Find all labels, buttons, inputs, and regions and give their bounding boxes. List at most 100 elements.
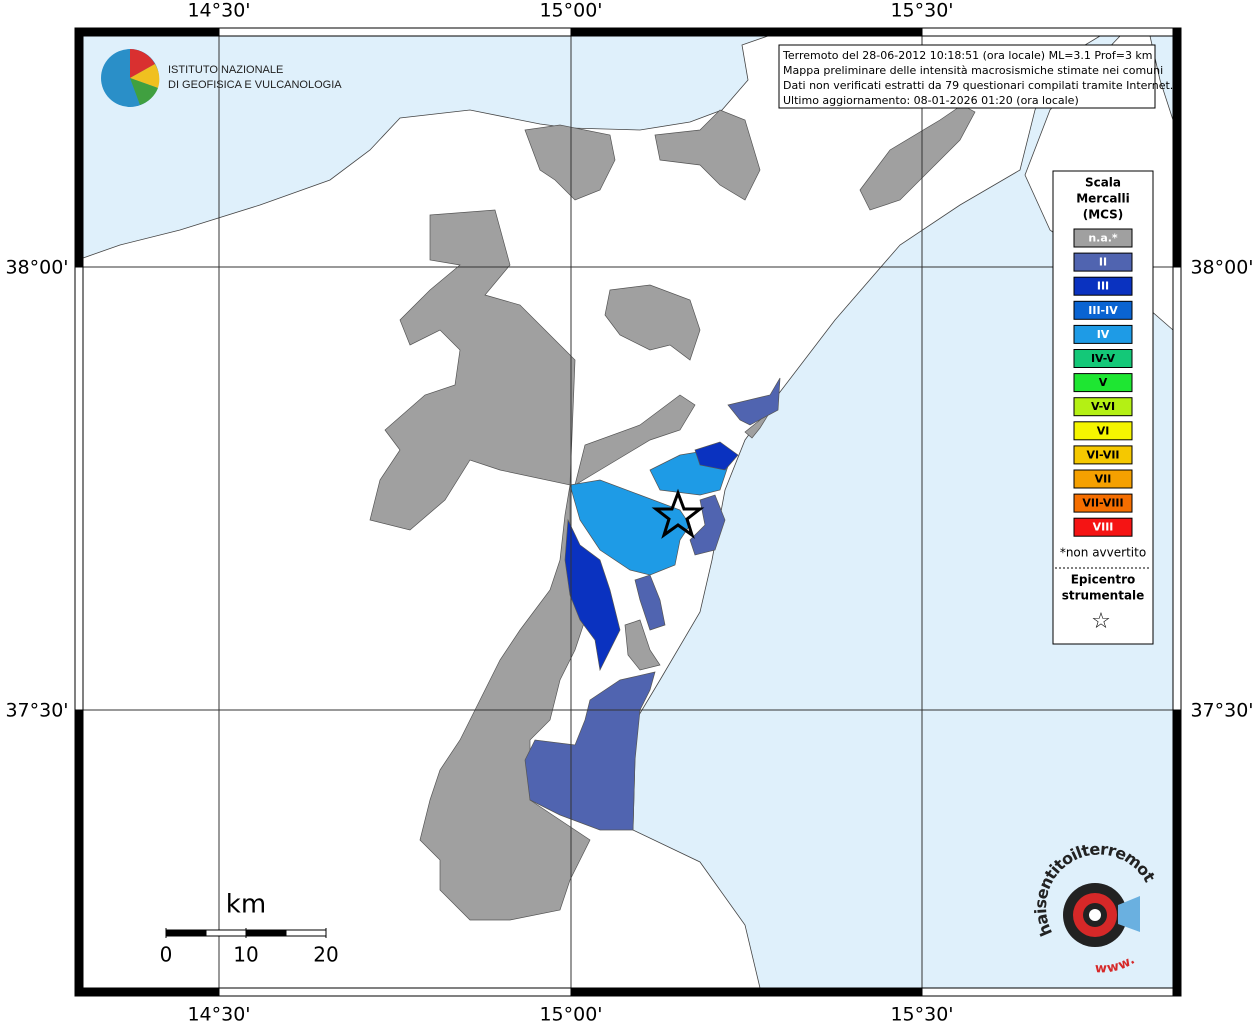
tyrrhenian-sea [82,35,769,259]
legend-swatch [1073,421,1133,441]
legend-label: VIII [1093,521,1114,534]
legend-swatch [1073,397,1133,417]
area [574,394,696,486]
scale-segment [245,929,287,937]
lon-label: 15°00' [539,1004,602,1025]
legend-swatch [1073,228,1133,248]
lon-label: 14°30' [187,1004,250,1025]
ingv-logo: ISTITUTO NAZIONALE DI GEOFISICA E VULCAN… [101,49,342,107]
info-box: Terremoto del 28-06-2012 10:18:51 (ora l… [778,44,1173,109]
lon-label: 15°30' [890,0,953,22]
legend-swatch [1073,252,1133,272]
legend-note: *non avvertito [1060,546,1146,560]
area [564,518,621,672]
logo-segment [130,64,160,88]
legend-swatch [1073,324,1133,344]
area [369,209,576,531]
area [694,441,739,471]
frame-bar [1172,27,1182,268]
area [654,109,761,201]
legend-epicenter: Epicentro [1071,573,1136,587]
scale-segment [285,929,327,937]
legend: ScalaMercalli(MCS)n.a.*IIIIIIII-IVIVIV-V… [1052,170,1154,645]
graticule [83,36,1173,988]
legend-swatch [1073,493,1133,513]
legend-swatch [1073,300,1133,320]
legend-swatch [1073,517,1133,537]
legend-swatch [1073,349,1133,368]
area [524,124,616,201]
municipalities [369,104,976,921]
area [624,619,661,671]
legend-label: VI [1097,424,1110,437]
legend-title: Mercalli [1076,192,1130,206]
area [859,104,976,211]
watermark-ring [1089,909,1101,921]
legend-label: V-VI [1091,400,1115,413]
legend-label: V [1099,376,1108,389]
legend-title: Scala [1085,176,1121,190]
legend-label: VII-VIII [1082,497,1123,510]
legend-title: (MCS) [1083,208,1124,222]
legend-label: VI-VII [1086,448,1119,461]
map-area [75,28,1181,996]
area [524,671,656,831]
info-line: Dati non verificati estratti da 79 quest… [783,79,1173,92]
scale-unit: km [226,890,266,920]
map-frame [74,27,1182,997]
legend-swatch [1073,373,1133,393]
legend-label: III-IV [1088,304,1118,317]
legend-swatch [1073,469,1133,489]
scale-segment [205,929,247,937]
logo-text: ISTITUTO NAZIONALE [168,64,283,76]
legend-label: n.a.* [1088,232,1118,245]
area [727,377,781,426]
lat-label: 37°30' [5,700,68,722]
scale-label: 0 [160,943,173,967]
lat-label: 37°30' [1190,700,1253,722]
lat-label: 38°00' [5,257,68,279]
legend-epicenter: strumentale [1062,589,1145,603]
frame-bar [74,27,220,37]
frame-bar [921,987,1182,997]
legend-swatch [1073,276,1133,296]
watermark-speaker [1118,896,1140,932]
frame-bar [921,27,1182,37]
logo-segment [130,49,155,78]
info-frame [778,44,1156,109]
info-line: Ultimo aggiornamento: 08-01-2026 01:20 (… [783,94,1079,107]
frame-bar [74,987,220,997]
legend-epicenter-symbol: ☆ [1091,609,1111,634]
legend-swatch [1073,445,1133,465]
area [634,574,666,631]
frame-bar [218,27,572,37]
info-line: Terremoto del 28-06-2012 10:18:51 (ora l… [782,49,1153,62]
area [604,284,701,361]
scale-label: 20 [313,943,338,967]
lon-label: 15°30' [890,1004,953,1025]
area [569,479,691,576]
frame-bar [570,987,923,997]
area [689,494,726,556]
epicenter-star [651,488,705,539]
frame-bar [74,27,84,268]
scale-label: 10 [233,943,258,967]
scale-bar: km 0 10 20 [160,890,339,967]
lon-label: 15°00' [539,0,602,22]
logo-segment [130,78,158,105]
legend-label: III [1097,280,1109,293]
frame-bar [218,987,572,997]
legend-label: IV [1097,328,1110,341]
frame-bar [74,709,84,997]
legend-label: IV-V [1091,352,1116,365]
legend-label: II [1099,256,1107,269]
info-line: Mappa preliminare delle intensità macros… [783,64,1163,77]
frame-bar [570,27,923,37]
area [419,484,591,921]
frame-bar [74,266,84,711]
frame-bar [1172,709,1182,997]
frame-bar [1172,266,1182,711]
legend-label: VII [1095,473,1112,486]
lon-label: 14°30' [187,0,250,22]
